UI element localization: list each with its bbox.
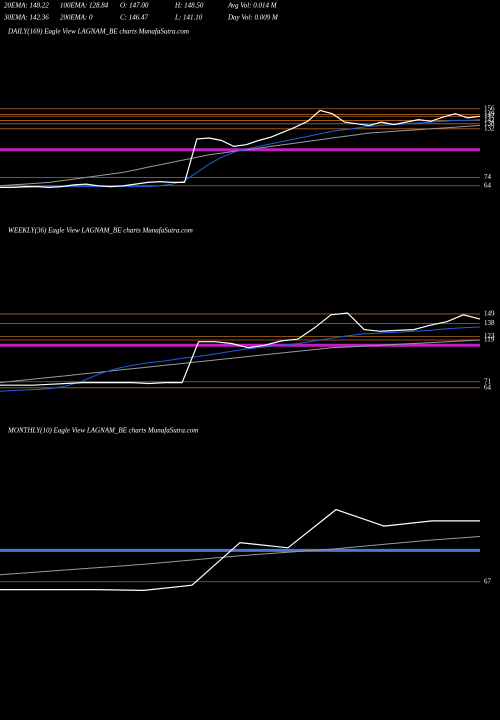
y-tick-label: 138 xyxy=(484,119,495,127)
y-tick-label: 119 xyxy=(484,336,495,344)
y-tick-label: 71 xyxy=(484,377,492,385)
price-line xyxy=(0,508,480,592)
y-tick-label: 123 xyxy=(484,332,495,340)
header-item: Avg Vol: 0.014 M xyxy=(227,2,278,10)
y-tick-label: 64 xyxy=(484,181,492,189)
y-tick-label: 147 xyxy=(484,112,495,120)
header-item: H: 148.50 xyxy=(174,2,204,10)
header-item: 20EMA: 148.22 xyxy=(4,2,49,10)
y-tick-label: 132 xyxy=(484,124,495,132)
y-tick-label: 149 xyxy=(484,110,495,118)
header-item: 200EMA: 0 xyxy=(60,14,93,22)
y-tick-label: 149 xyxy=(484,310,495,318)
price-line xyxy=(0,125,481,187)
price-line xyxy=(0,119,481,188)
panel-title: DAILY(169) Eagle View LAGNAM_BE charts M… xyxy=(7,28,189,36)
header-item: 100EMA: 128.84 xyxy=(60,2,109,10)
y-tick-label: 74 xyxy=(484,173,492,181)
y-tick-label: 67 xyxy=(484,577,492,585)
y-tick-label: 156 xyxy=(484,104,495,112)
header-item: 30EMA: 142.36 xyxy=(3,14,49,22)
price-line xyxy=(0,339,481,384)
header-item: L: 141.10 xyxy=(174,14,203,22)
y-tick-label: 138 xyxy=(484,319,495,327)
y-tick-label: 64 xyxy=(484,383,492,391)
price-line xyxy=(0,109,481,189)
panel-title: MONTHLY(10) Eagle View LAGNAM_BE charts … xyxy=(7,427,198,435)
header-item: Day Vol: 0.009 M xyxy=(227,14,279,22)
header-item: O: 147.00 xyxy=(120,2,149,10)
y-tick-label: 142 xyxy=(484,116,495,124)
price-line xyxy=(0,312,481,386)
price-line xyxy=(0,326,481,392)
price-line xyxy=(0,536,481,576)
header-item: C: 146.47 xyxy=(120,14,149,22)
panel-title: WEEKLY(36) Eagle View LAGNAM_BE charts M… xyxy=(8,227,193,235)
